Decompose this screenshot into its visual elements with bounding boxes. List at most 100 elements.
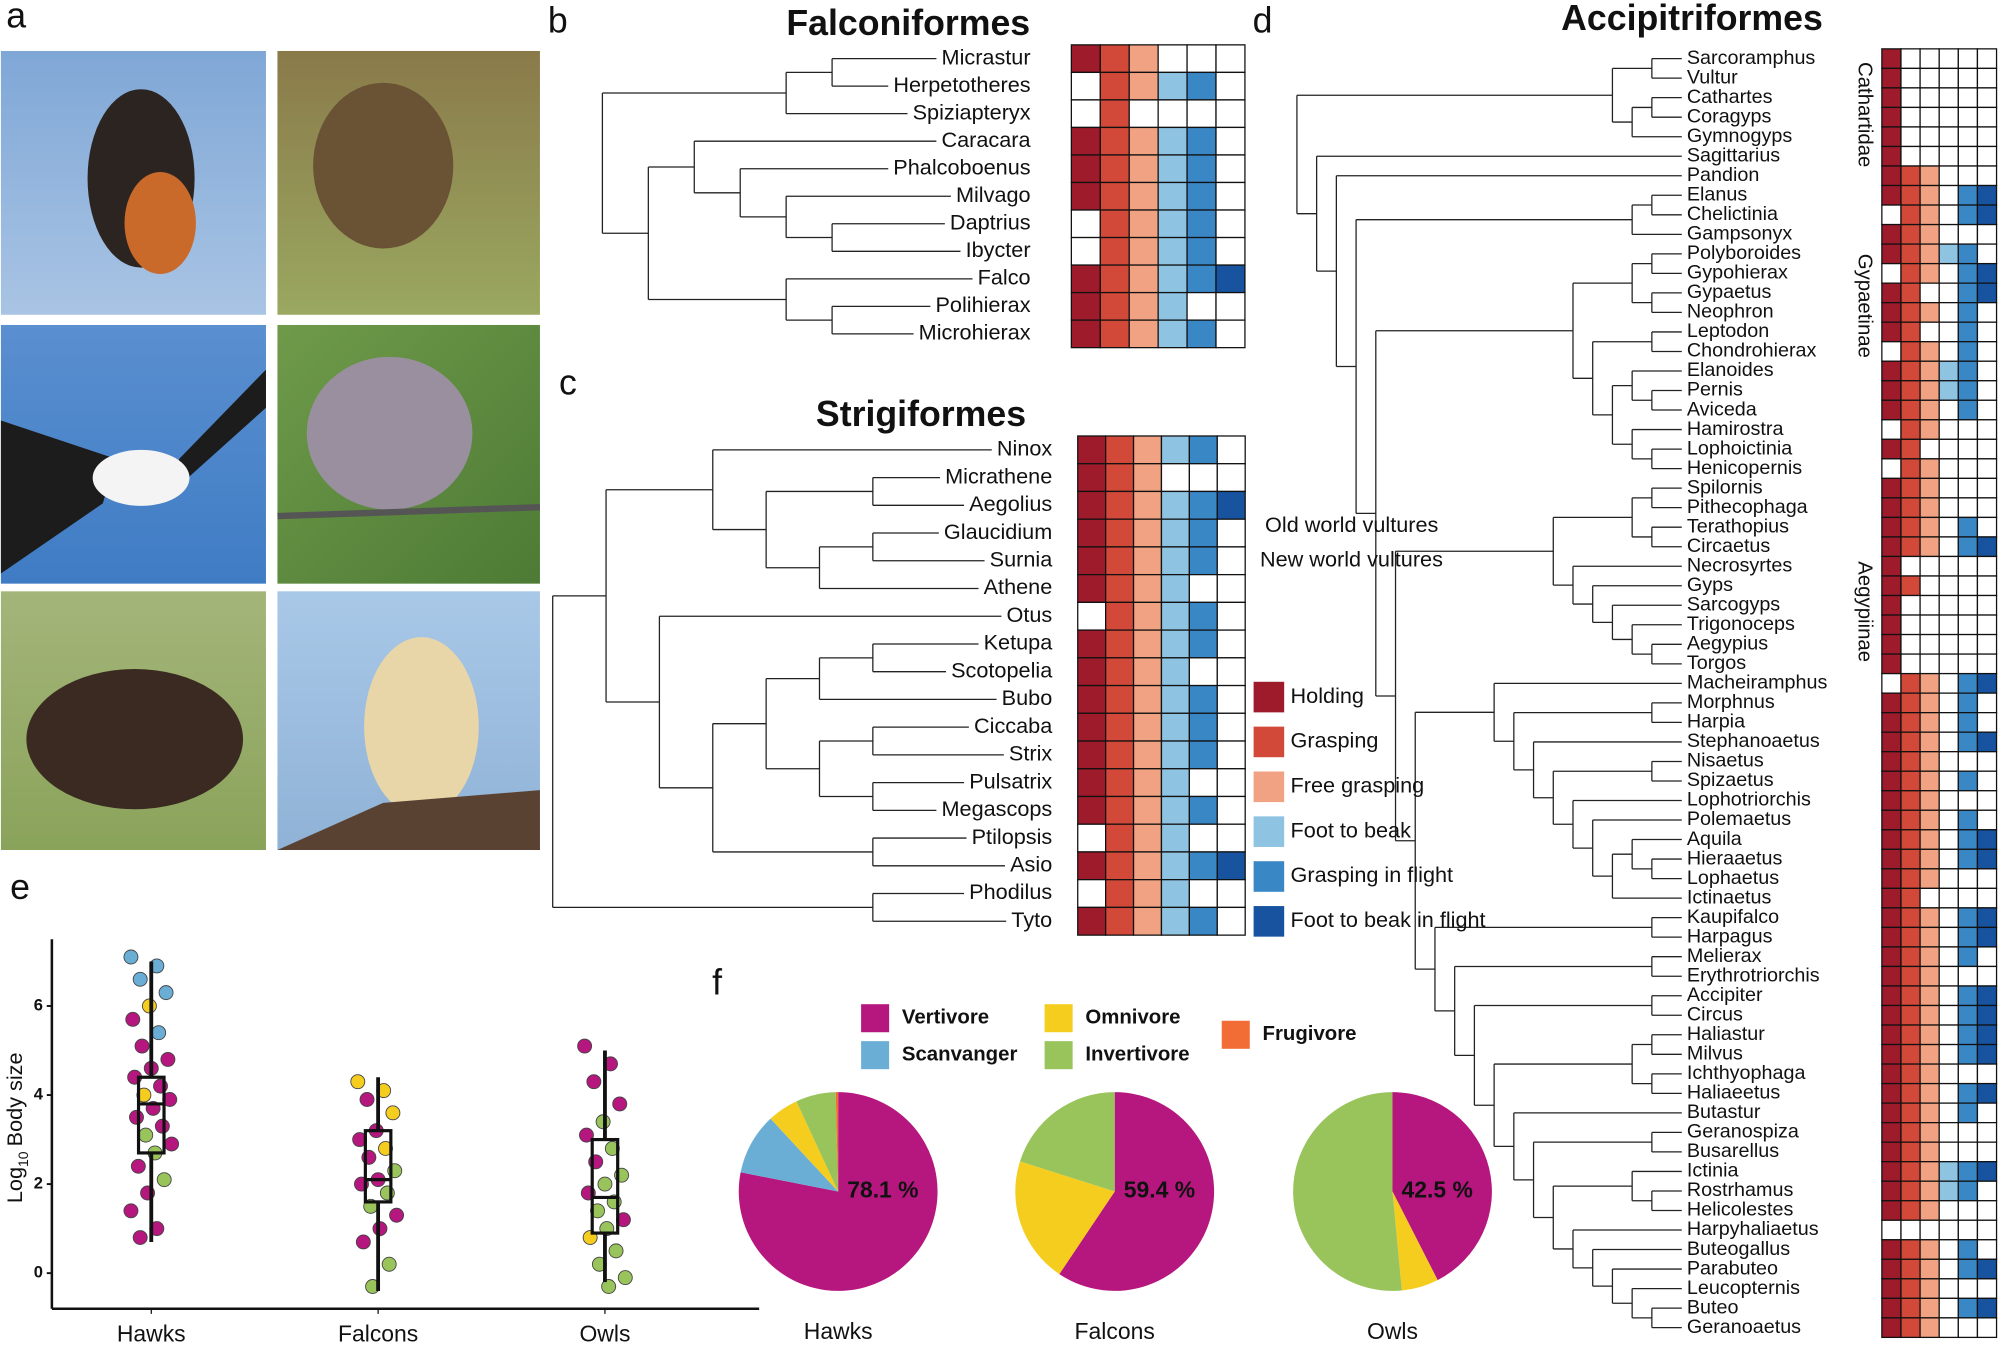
heatmap-cell xyxy=(1957,48,1979,70)
heatmap-cell xyxy=(1938,751,1959,772)
heatmap-cell xyxy=(1976,87,1998,109)
heatmap-cell xyxy=(1881,848,1902,870)
taxon-label: Spiziapteryx xyxy=(913,99,1031,124)
heatmap-cell xyxy=(1900,87,1921,109)
heatmap-cell xyxy=(1919,184,1940,206)
taxon-label: Caracara xyxy=(942,127,1032,152)
heatmap-cell xyxy=(1186,236,1217,266)
heatmap-cell xyxy=(1132,546,1163,576)
heatmap-cell xyxy=(1976,1258,1998,1280)
legend-swatch xyxy=(1221,1020,1250,1049)
taxon-label: Parabuteo xyxy=(1687,1257,1778,1279)
point xyxy=(355,1234,371,1250)
heatmap-cell xyxy=(1900,1161,1921,1182)
heatmap-cell xyxy=(1938,1239,1959,1260)
heatmap-cell xyxy=(1919,302,1940,323)
heatmap-cell xyxy=(1900,165,1921,187)
heatmap-cell xyxy=(1938,731,1959,753)
heatmap-cell xyxy=(1938,868,1959,889)
heatmap-cell xyxy=(1938,965,1959,987)
taxon-label: Erythrotriorchis xyxy=(1687,964,1820,986)
heatmap-cell xyxy=(1881,243,1902,265)
point xyxy=(123,949,139,965)
heatmap-cell xyxy=(1938,302,1959,323)
heatmap-cell xyxy=(1938,262,1959,284)
heatmap-cell xyxy=(1881,1161,1902,1182)
heatmap-cell xyxy=(1900,48,1921,70)
taxon-label: Pithecophaga xyxy=(1687,496,1808,518)
heatmap-cell xyxy=(1160,629,1191,659)
heatmap-cell xyxy=(1160,463,1191,493)
heatmap-cell xyxy=(1216,657,1246,687)
x-tick-label: Hawks xyxy=(117,1321,186,1347)
heatmap-cell xyxy=(1881,302,1902,323)
heatmap-cell xyxy=(1881,1121,1902,1143)
heatmap-cell xyxy=(1900,1141,1921,1163)
heatmap-cell xyxy=(1070,44,1101,74)
heatmap-cell xyxy=(1976,1063,1998,1085)
heatmap-cell xyxy=(1900,653,1921,675)
heatmap-cell xyxy=(1070,99,1101,129)
x-tick-label: Falcons xyxy=(338,1321,418,1347)
heatmap-cell xyxy=(1881,809,1902,831)
heatmap-cell xyxy=(1938,243,1959,265)
heatmap-cell xyxy=(1919,536,1940,558)
heatmap-cell xyxy=(1900,1200,1921,1221)
y-tick-label: 4 xyxy=(34,1084,44,1103)
heatmap-cell xyxy=(1128,264,1159,294)
taxon-label: Sagittarius xyxy=(1687,144,1780,166)
heatmap-cell xyxy=(1957,1180,1979,1202)
heatmap-cell xyxy=(1919,770,1940,792)
taxon-label: Chelictinia xyxy=(1687,203,1778,225)
heatmap-cell xyxy=(1216,684,1246,714)
heatmap-cell xyxy=(1105,601,1135,631)
heatmap-cell xyxy=(1900,380,1921,401)
heatmap-cell xyxy=(1957,321,1979,343)
heatmap-cell xyxy=(1160,768,1191,798)
heatmap-cell xyxy=(1919,1239,1940,1260)
heatmap-cell xyxy=(1919,594,1940,616)
taxon-label: Sarcoramphus xyxy=(1687,47,1816,69)
heatmap-cell xyxy=(1976,223,1998,245)
taxon-label: Athene xyxy=(984,574,1053,599)
value-label: 42.5 % xyxy=(1402,1177,1473,1203)
heatmap-cell xyxy=(1881,1317,1902,1339)
heatmap-cell xyxy=(1919,868,1940,889)
heatmap-cell xyxy=(1919,1180,1940,1202)
heatmap-cell xyxy=(1938,672,1959,694)
taxon-label: Melierax xyxy=(1687,945,1762,967)
heatmap-cell xyxy=(1938,419,1959,440)
heatmap-cell xyxy=(1976,926,1998,948)
heatmap-cell xyxy=(1900,1063,1921,1085)
taxon-label: Cathartes xyxy=(1687,86,1773,108)
heatmap-cell xyxy=(1881,1258,1902,1280)
heatmap-cell xyxy=(1216,629,1246,659)
heatmap-cell xyxy=(1976,809,1998,831)
heatmap-cell xyxy=(1188,879,1218,909)
taxon-label: Pandion xyxy=(1687,164,1759,186)
heatmap-cell xyxy=(1938,223,1959,245)
heatmap-cell xyxy=(1881,1297,1902,1319)
taxon-label: Accipiter xyxy=(1687,984,1763,1006)
heatmap-cell xyxy=(1919,106,1940,128)
point xyxy=(125,1011,141,1027)
heatmap-cell xyxy=(1900,672,1921,694)
taxon-label: Harpyhaliaetus xyxy=(1687,1218,1819,1240)
taxon-label: Geranoaetus xyxy=(1687,1316,1801,1338)
heatmap-cell xyxy=(1976,399,1998,421)
heatmap-cell xyxy=(1881,321,1902,343)
heatmap-cell xyxy=(1957,126,1979,148)
photo-branch xyxy=(277,790,540,850)
heatmap-cell xyxy=(1188,823,1218,853)
heatmap-cell xyxy=(1881,926,1902,948)
heatmap-cell xyxy=(1976,106,1998,128)
taxon-label: Strix xyxy=(1009,741,1052,766)
heatmap-cell xyxy=(1881,614,1902,636)
heatmap-cell xyxy=(1957,67,1979,89)
heatmap-cell xyxy=(1881,946,1902,968)
point xyxy=(129,1109,144,1125)
heatmap-cell xyxy=(1957,1200,1979,1221)
heatmap-cell xyxy=(1128,291,1159,321)
heatmap-cell xyxy=(1077,463,1107,493)
heatmap-cell xyxy=(1132,906,1163,936)
